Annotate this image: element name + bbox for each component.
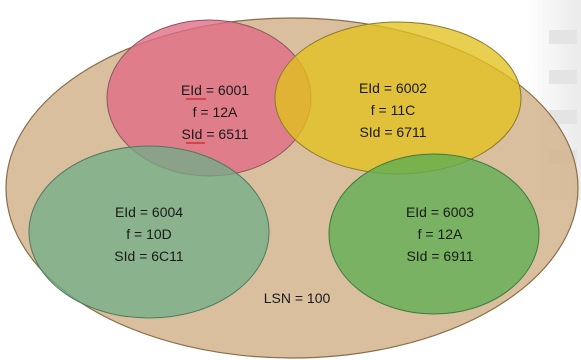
circle-top-right <box>274 21 522 175</box>
circle-top-left-line-2: f = 12A <box>193 104 238 120</box>
circle-bottom-left <box>28 145 270 319</box>
circle-top-left-line-1: EId = 6001 <box>181 82 249 98</box>
circle-top-right-line-3: SId = 6711 <box>359 124 426 140</box>
circle-top-left-line-3: SId = 6511 <box>181 126 248 142</box>
watermark-bar <box>549 110 577 124</box>
circle-bottom-right <box>328 153 540 315</box>
circle-bottom-right-line-2: f = 12A <box>418 226 463 242</box>
outer-label: LSN = 100 <box>264 290 331 306</box>
circle-top-right-line-1: EId = 6002 <box>359 80 427 96</box>
watermark-bar <box>549 70 577 84</box>
circle-bottom-left-line-1: EId = 6004 <box>115 204 183 220</box>
circle-bottom-right-line-1: EId = 6003 <box>406 204 474 220</box>
circle-top-right-line-2: f = 11C <box>371 102 416 118</box>
circle-bottom-left-line-2: f = 10D <box>126 226 172 242</box>
circle-bottom-right-line-3: SId = 6911 <box>406 248 473 264</box>
circle-bottom-left-line-3: SId = 6C11 <box>114 248 184 264</box>
watermark-bar <box>549 30 577 44</box>
